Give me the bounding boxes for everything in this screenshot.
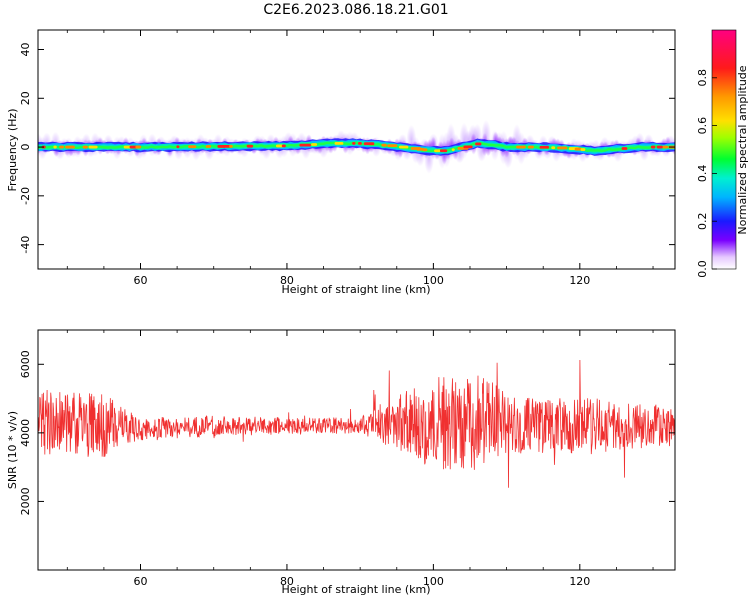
spectrogram-hotspot (451, 148, 455, 152)
spectrogram-hotspot (281, 144, 286, 148)
snr-x-label: Height of straight line (km) (281, 583, 430, 596)
colorbar: 0.0 0.2 0.4 0.6 0.8 Normalized spectral ampl… (696, 29, 749, 278)
x-tick-label: 120 (569, 274, 590, 287)
y-tick-label: 20 (19, 91, 32, 105)
spectrogram-hotspot (223, 144, 231, 148)
spectrogram-hotspot (551, 146, 556, 150)
spectrogram-x-ticks: 60 80 100 120 (66, 30, 654, 287)
x-tick-label: 100 (423, 274, 444, 287)
spectrogram-y-ticks: -40 -20 0 20 40 (19, 43, 675, 254)
snr-y-ticks: 2000 4000 6000 (19, 350, 675, 515)
spectrogram-hotspot (357, 142, 362, 145)
spectrogram-hotspot (650, 145, 656, 149)
snr-frame (37, 329, 676, 571)
spectrogram-hotspot (527, 145, 534, 149)
snr-y-label: SNR (10 * v/v) (6, 411, 19, 489)
spectrogram-ridge (38, 119, 675, 174)
spectrogram-hotspot (311, 143, 318, 146)
snr-x-ticks: 60 80 100 120 (66, 330, 654, 588)
x-tick-label: 120 (569, 575, 590, 588)
colorbar-ticks: 0.0 0.2 0.4 0.6 0.8 (696, 69, 717, 278)
colorbar-frame (711, 29, 737, 270)
spectrogram-hotspot (422, 148, 428, 152)
spectrogram-hotspot (334, 142, 344, 145)
spectrogram-band (38, 139, 675, 155)
spectrogram-hotspot (574, 147, 582, 151)
spectrogram-hotspot (416, 147, 425, 151)
spectrogram-hotspot (53, 145, 57, 149)
spectrogram-hotspot (381, 143, 387, 147)
colorbar-label: Normalized spectral amplitude (736, 65, 749, 234)
spectrogram-hotspot (299, 143, 311, 147)
spectrogram-band (38, 138, 675, 156)
spectrogram-hotspot (70, 145, 75, 149)
spectrogram-x-label: Height of straight line (km) (281, 283, 430, 296)
spectrogram-hotspot (82, 145, 88, 149)
figure-title: C2E6.2023.086.18.21.G01 (263, 2, 448, 18)
spectrogram-frame (37, 29, 676, 270)
spectrogram-hotspot (352, 142, 356, 145)
spectrogram-hotspot (662, 145, 669, 149)
spectrogram-hotspot (59, 145, 64, 149)
colorbar-tick-label: 0.8 (696, 69, 709, 87)
spectrogram-hotspot (363, 142, 375, 146)
x-tick-label: 80 (280, 575, 294, 588)
spectrogram-hotspot (387, 144, 398, 148)
y-tick-label: 6000 (19, 350, 32, 378)
spectrogram-hotspot (176, 145, 180, 149)
spectrogram-panel: 60 80 100 120 -40 -20 0 20 40 Height of straigh… (6, 29, 676, 296)
spectrogram-hotspot (205, 145, 212, 148)
spectrogram-hotspot (621, 147, 628, 150)
x-tick-label: 60 (134, 274, 148, 287)
spectrogram-hotspot (539, 145, 550, 149)
x-tick-label: 60 (134, 575, 148, 588)
colorbar-tick-label: 0.6 (696, 117, 709, 135)
y-tick-label: 2000 (19, 487, 32, 515)
colorbar-tick-label: 0.4 (696, 165, 709, 183)
spectrogram-hotspot (475, 142, 482, 146)
spectrogram-hotspot (188, 145, 197, 149)
y-tick-label: 0 (19, 144, 32, 151)
spectrogram-hotspot (463, 145, 473, 149)
spectrogram-hotspot (88, 145, 98, 149)
spectrogram-hotspot (656, 145, 664, 149)
spectrogram-hotspot (135, 145, 142, 149)
snr-panel: 60 80 100 120 2000 4000 6000 Height of straig… (6, 329, 676, 596)
spectrogram-hotspot (434, 149, 441, 153)
colorbar-tick-label: 0.2 (696, 212, 709, 230)
spectrogram-y-label: Frequency (Hz) (6, 109, 19, 192)
spectrogram-hotspot (246, 144, 254, 148)
y-tick-label: 4000 (19, 419, 32, 447)
spectrogram-hotspot (557, 146, 568, 150)
spectrogram-hotspot (229, 144, 233, 148)
x-tick-label: 80 (280, 274, 294, 287)
x-tick-label: 100 (423, 575, 444, 588)
y-tick-label: -20 (19, 187, 32, 205)
snr-series-line (38, 359, 675, 488)
spectrogram-hotspot (580, 148, 586, 151)
spectrogram-hotspot (398, 145, 409, 149)
spectrogram-hotspot (439, 149, 448, 153)
y-tick-label: 40 (19, 43, 32, 57)
y-tick-label: -40 (19, 236, 32, 254)
spectrogram-hotspot (516, 145, 526, 149)
colorbar-tick-label: 0.0 (696, 260, 709, 278)
colorbar-gradient (712, 30, 736, 269)
snr-background (38, 330, 675, 570)
